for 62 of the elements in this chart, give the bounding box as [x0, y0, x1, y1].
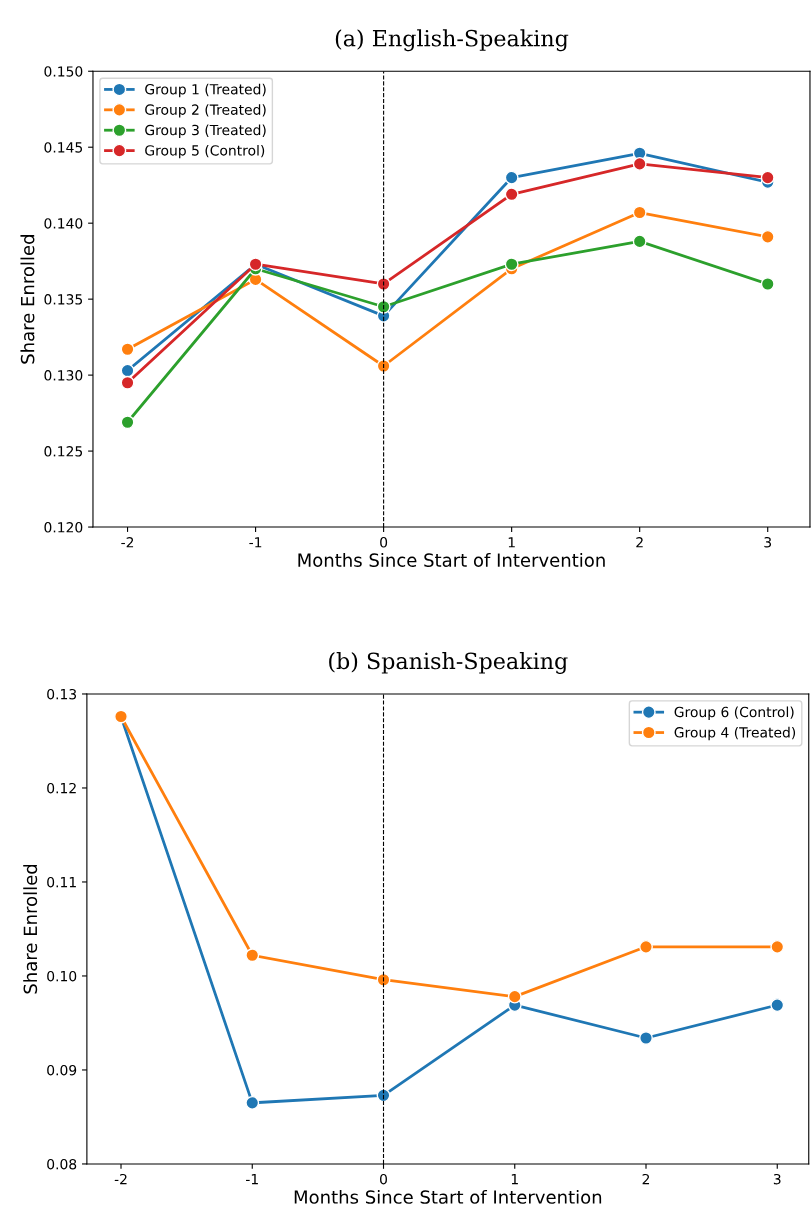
x-tick-label: 1: [511, 1174, 518, 1185]
y-axis-title: Share Enrolled: [20, 235, 35, 364]
x-tick-label: -2: [121, 537, 134, 548]
point: [376, 1088, 391, 1103]
point: [376, 277, 391, 291]
y-tick-label: 0.10: [47, 970, 77, 982]
legend-label: Group 4 (Treated): [674, 726, 796, 741]
x-tick-label: 1: [508, 537, 515, 548]
y-tick-label: 0.120: [44, 522, 83, 533]
point: [760, 277, 775, 291]
point: [120, 415, 135, 430]
legend-label: Group 6 (Control): [674, 706, 794, 720]
chart-title: (b) Spanish-Speaking: [329, 652, 568, 674]
point: [504, 257, 519, 272]
y-tick-label: 0.11: [47, 876, 76, 888]
point: [120, 363, 135, 378]
point: [760, 170, 775, 185]
point: [120, 342, 135, 357]
x-tick-label: -1: [249, 537, 262, 548]
y-tick-label: 0.09: [47, 1064, 77, 1076]
point: [376, 972, 391, 987]
point: [632, 205, 647, 220]
point: [639, 1031, 653, 1045]
x-tick-label: 3: [773, 1173, 781, 1185]
x-tick-label: -2: [114, 1173, 127, 1185]
y-tick-label: 0.12: [47, 782, 76, 794]
point: [376, 359, 391, 373]
legend-label: Group 3 (Treated): [145, 124, 266, 138]
point: [632, 156, 647, 171]
point: [639, 939, 653, 954]
x-tick-label: 2: [636, 537, 643, 548]
y-tick-label: 0.135: [44, 294, 83, 305]
x-axis-title: Months Since Start of Intervention: [294, 1189, 602, 1204]
point: [770, 939, 785, 954]
y-tick-label: 0.150: [44, 66, 83, 77]
x-axis-title: Months Since Start of Intervention: [298, 552, 605, 567]
y-tick-label: 0.130: [44, 370, 83, 381]
point: [245, 1095, 260, 1110]
y-axis-title: Share Enrolled: [23, 864, 38, 994]
point: [760, 229, 775, 244]
legend-label: Group 1 (Treated): [145, 83, 266, 98]
x-tick-label: 3: [764, 537, 772, 548]
y-tick-label: 0.125: [44, 446, 83, 457]
point: [245, 948, 260, 963]
point: [632, 234, 647, 249]
x-tick-label: 0: [380, 1173, 387, 1185]
legend-label: Group 5 (Control): [145, 144, 265, 159]
chart-title: (a) English-Speaking: [335, 29, 569, 52]
point: [504, 187, 519, 202]
point: [504, 170, 519, 185]
y-tick-label: 0.140: [44, 218, 83, 229]
y-tick-label: 0.13: [47, 688, 77, 700]
legend-label: Group 2 (Treated): [145, 104, 266, 118]
y-tick-label: 0.145: [44, 142, 83, 153]
y-tick-label: 0.08: [47, 1158, 77, 1170]
x-tick-label: -1: [246, 1174, 258, 1185]
point: [376, 299, 391, 314]
x-tick-label: 2: [642, 1173, 650, 1185]
point: [507, 989, 522, 1004]
point: [770, 998, 785, 1013]
point: [120, 375, 135, 390]
x-tick-label: 0: [380, 537, 388, 548]
